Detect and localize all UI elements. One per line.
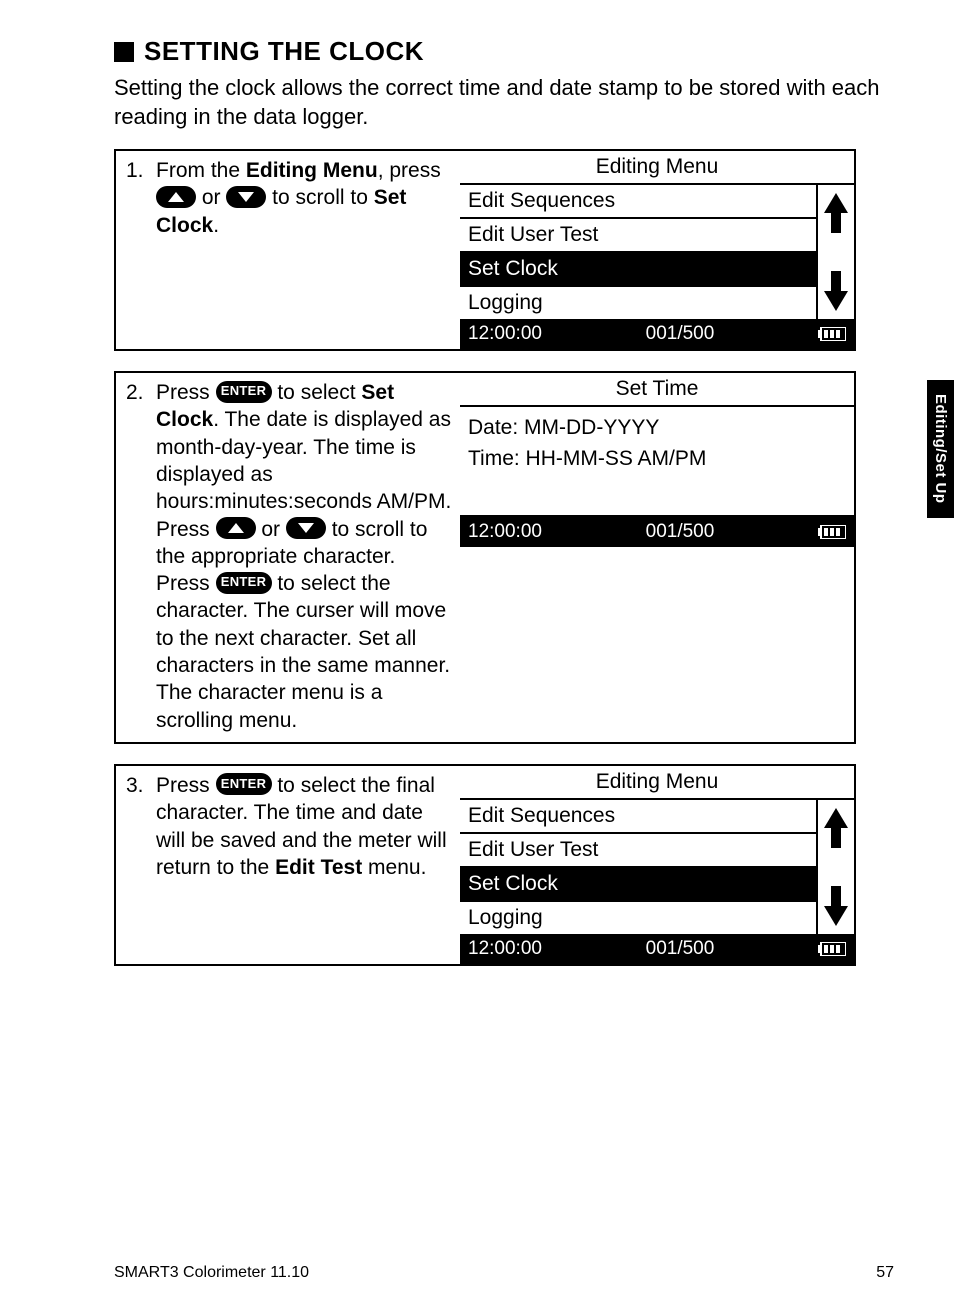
step-2: 2. Press ENTER to select Set Clock. The … [114,371,856,744]
step-1-screen: Editing Menu Edit Sequences Edit User Te… [460,151,854,349]
step-1-number: 1. [126,157,156,341]
up-button-icon [216,517,256,539]
status-time: 12:00:00 [468,323,542,345]
battery-icon [818,942,846,956]
step-1: 1. From the Editing Menu, press or to sc… [114,149,856,351]
step-2-screen: Set Time Date: MM-DD-YYYY Time: HH-MM-SS… [460,373,854,742]
menu-item-logging: Logging [460,287,816,319]
screen-title: Editing Menu [460,151,854,185]
scroll-up-icon [824,193,848,233]
scroll-down-icon [824,271,848,311]
section-heading: SETTING THE CLOCK [144,36,424,67]
battery-icon [818,525,846,539]
scroll-down-icon [824,886,848,926]
down-button-icon [226,186,266,208]
step-3-screen: Editing Menu Edit Sequences Edit User Te… [460,766,854,964]
status-time: 12:00:00 [468,938,542,960]
status-count: 001/500 [646,521,715,543]
time-format-line: Time: HH-MM-SS AM/PM [468,444,846,474]
battery-icon [818,327,846,341]
step-3-number: 3. [126,772,156,956]
side-tab: Editing/Set Up [927,380,954,518]
step-1-text: From the Editing Menu, press or to scrol… [156,157,452,341]
footer-page-number: 57 [876,1264,894,1282]
status-bar: 12:00:00 001/500 [460,934,854,964]
step-1-instructions: 1. From the Editing Menu, press or to sc… [116,151,460,349]
step-2-number: 2. [126,379,156,734]
scroll-arrows [816,800,854,934]
step-3: 3. Press ENTER to select the final chara… [114,764,856,966]
status-bar: 12:00:00 001/500 [460,319,854,349]
menu-item-logging: Logging [460,902,816,934]
set-time-body: Date: MM-DD-YYYY Time: HH-MM-SS AM/PM [460,407,854,517]
menu-item-set-clock: Set Clock [460,253,816,287]
menu-item-edit-user-test: Edit User Test [460,219,816,253]
intro-text: Setting the clock allows the correct tim… [114,73,884,131]
menu-item-set-clock: Set Clock [460,868,816,902]
footer-left: SMART3 Colorimeter 11.10 [114,1264,309,1282]
scroll-up-icon [824,808,848,848]
step-3-instructions: 3. Press ENTER to select the final chara… [116,766,460,964]
status-count: 001/500 [646,323,715,345]
status-time: 12:00:00 [468,521,542,543]
enter-button-icon: ENTER [216,381,272,403]
menu-item-edit-sequences: Edit Sequences [460,185,816,219]
up-button-icon [156,186,196,208]
menu-list: Edit Sequences Edit User Test Set Clock … [460,185,816,319]
scroll-arrows [816,185,854,319]
step-2-instructions: 2. Press ENTER to select Set Clock. The … [116,373,460,742]
blank-area [460,547,854,667]
down-button-icon [286,517,326,539]
date-format-line: Date: MM-DD-YYYY [468,413,846,443]
enter-button-icon: ENTER [216,773,272,795]
status-bar: 12:00:00 001/500 [460,517,854,547]
step-2-text: Press ENTER to select Set Clock. The dat… [156,379,452,734]
menu-item-edit-user-test: Edit User Test [460,834,816,868]
menu-list: Edit Sequences Edit User Test Set Clock … [460,800,816,934]
menu-item-edit-sequences: Edit Sequences [460,800,816,834]
section-heading-row: SETTING THE CLOCK [114,36,894,67]
heading-bullet [114,42,134,62]
screen-title: Set Time [460,373,854,407]
enter-button-icon: ENTER [216,572,272,594]
status-count: 001/500 [646,938,715,960]
screen-title: Editing Menu [460,766,854,800]
page-footer: SMART3 Colorimeter 11.10 57 [114,1264,894,1282]
step-3-text: Press ENTER to select the final characte… [156,772,452,956]
